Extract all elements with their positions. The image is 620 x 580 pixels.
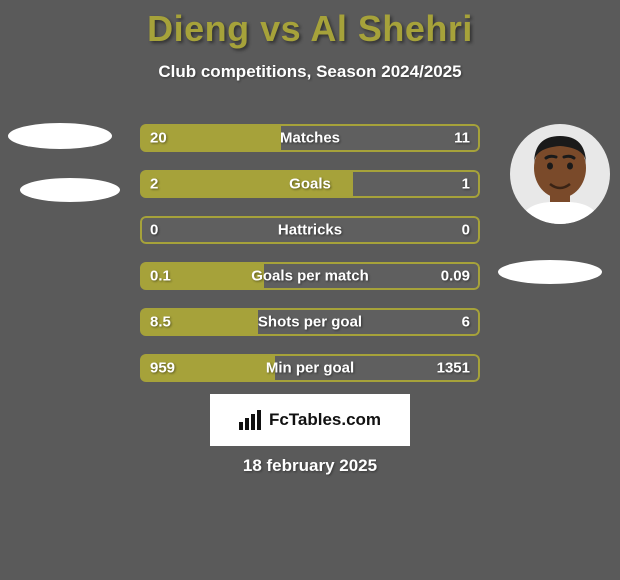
- stat-left-value: 20: [150, 130, 167, 147]
- stat-right-value: 1351: [437, 360, 470, 377]
- stat-left-value: 8.5: [150, 314, 171, 331]
- avatar-right-image: [510, 124, 610, 224]
- stat-right-value: 6: [462, 314, 470, 331]
- avatar-right-shadow: [498, 260, 602, 284]
- stat-left-value: 2: [150, 176, 158, 193]
- avatar-left-shadow-1: [8, 123, 112, 149]
- stat-label: Min per goal: [266, 360, 354, 377]
- stat-bar: 959 1351 Min per goal: [140, 354, 480, 382]
- stat-label: Shots per goal: [258, 314, 362, 331]
- brand-box: FcTables.com: [210, 394, 410, 446]
- stat-right-value: 11: [454, 130, 470, 147]
- stat-right-value: 1: [462, 176, 470, 193]
- stat-label: Hattricks: [278, 222, 342, 239]
- avatar-right: [510, 124, 610, 224]
- brand-text: FcTables.com: [269, 410, 381, 430]
- comparison-bars: 20 11 Matches 2 1 Goals 0 0 Hattricks 0.1 0.09 Goal…: [140, 124, 480, 400]
- date-text: 18 february 2025: [0, 456, 620, 476]
- stat-label: Goals per match: [251, 268, 369, 285]
- stat-bar: 0.1 0.09 Goals per match: [140, 262, 480, 290]
- stat-bar: 8.5 6 Shots per goal: [140, 308, 480, 336]
- stat-left-value: 959: [150, 360, 175, 377]
- page-title: Dieng vs Al Shehri: [0, 8, 620, 50]
- brand-logo-icon: [239, 410, 263, 430]
- stat-label: Matches: [280, 130, 340, 147]
- stat-bar: 2 1 Goals: [140, 170, 480, 198]
- stat-left-value: 0.1: [150, 268, 171, 285]
- avatar-left-shadow-2: [20, 178, 120, 202]
- stat-bar: 0 0 Hattricks: [140, 216, 480, 244]
- stat-right-value: 0.09: [441, 268, 470, 285]
- stat-right-value: 0: [462, 222, 470, 239]
- stat-bar-right-segment: [351, 170, 480, 198]
- subtitle: Club competitions, Season 2024/2025: [0, 62, 620, 82]
- stat-bar: 20 11 Matches: [140, 124, 480, 152]
- stat-left-value: 0: [150, 222, 158, 239]
- stat-label: Goals: [289, 176, 331, 193]
